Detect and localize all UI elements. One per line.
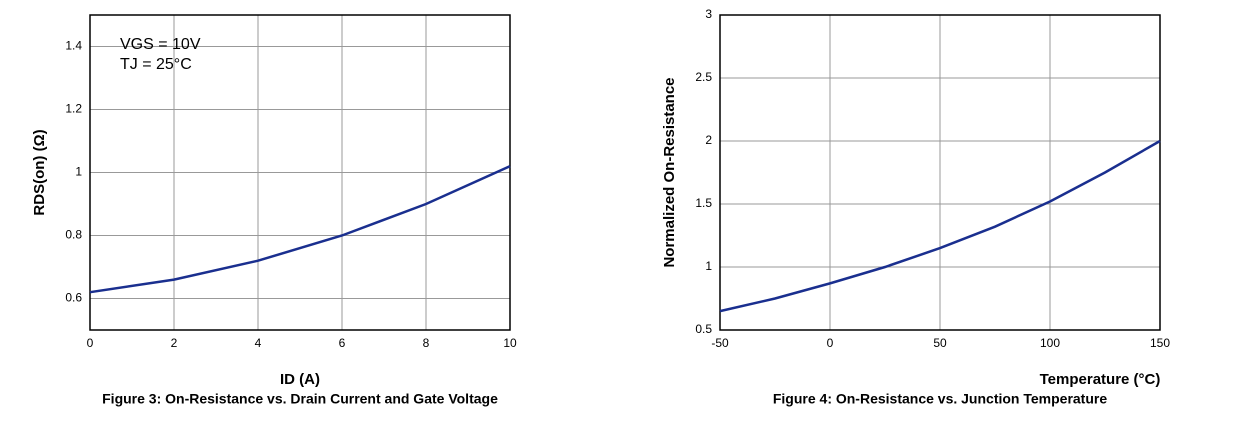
data-line [719, 139, 1161, 313]
data-line [89, 165, 511, 294]
x-tick-label: 4 [255, 336, 262, 350]
y-tick-label: 2.5 [695, 70, 712, 84]
y-tick-label: 2 [705, 133, 712, 147]
y-tick-label: 1.2 [65, 102, 82, 116]
figure-title: Figure 4: On-Resistance vs. Junction Tem… [773, 391, 1107, 407]
plot-frame [89, 14, 511, 331]
x-tick-label: 8 [423, 336, 430, 350]
y-tick-label: 1.5 [695, 196, 712, 210]
y-tick-label: 0.8 [65, 228, 82, 242]
x-axis-label: Temperature (°C) [1040, 371, 1161, 388]
x-tick-label: 2 [171, 336, 178, 350]
y-tick-label: 1.4 [65, 39, 82, 53]
y-axis-label: Normalized On-Resistance [661, 77, 678, 267]
y-tick-label: 3 [705, 7, 712, 21]
y-tick-label: 1 [75, 165, 82, 179]
x-tick-label: 0 [87, 336, 94, 350]
annotation: TJ = 25°C [120, 56, 192, 73]
figure-title: Figure 3: On-Resistance vs. Drain Curren… [102, 391, 498, 407]
x-tick-label: 0 [827, 336, 834, 350]
x-tick-label: 150 [1150, 336, 1170, 350]
y-tick-label: 0.6 [65, 291, 82, 305]
x-tick-label: 50 [933, 336, 947, 350]
y-tick-label: 0.5 [695, 322, 712, 336]
x-tick-label: -50 [711, 336, 729, 350]
x-tick-label: 10 [503, 336, 517, 350]
y-axis-label: RDS(on) (Ω) [31, 129, 48, 215]
plot-frame [719, 14, 1161, 331]
x-axis-label: ID (A) [280, 371, 320, 388]
x-tick-label: 100 [1040, 336, 1060, 350]
annotation: VGS = 10V [120, 36, 201, 53]
x-tick-label: 6 [339, 336, 346, 350]
y-tick-label: 1 [705, 259, 712, 273]
